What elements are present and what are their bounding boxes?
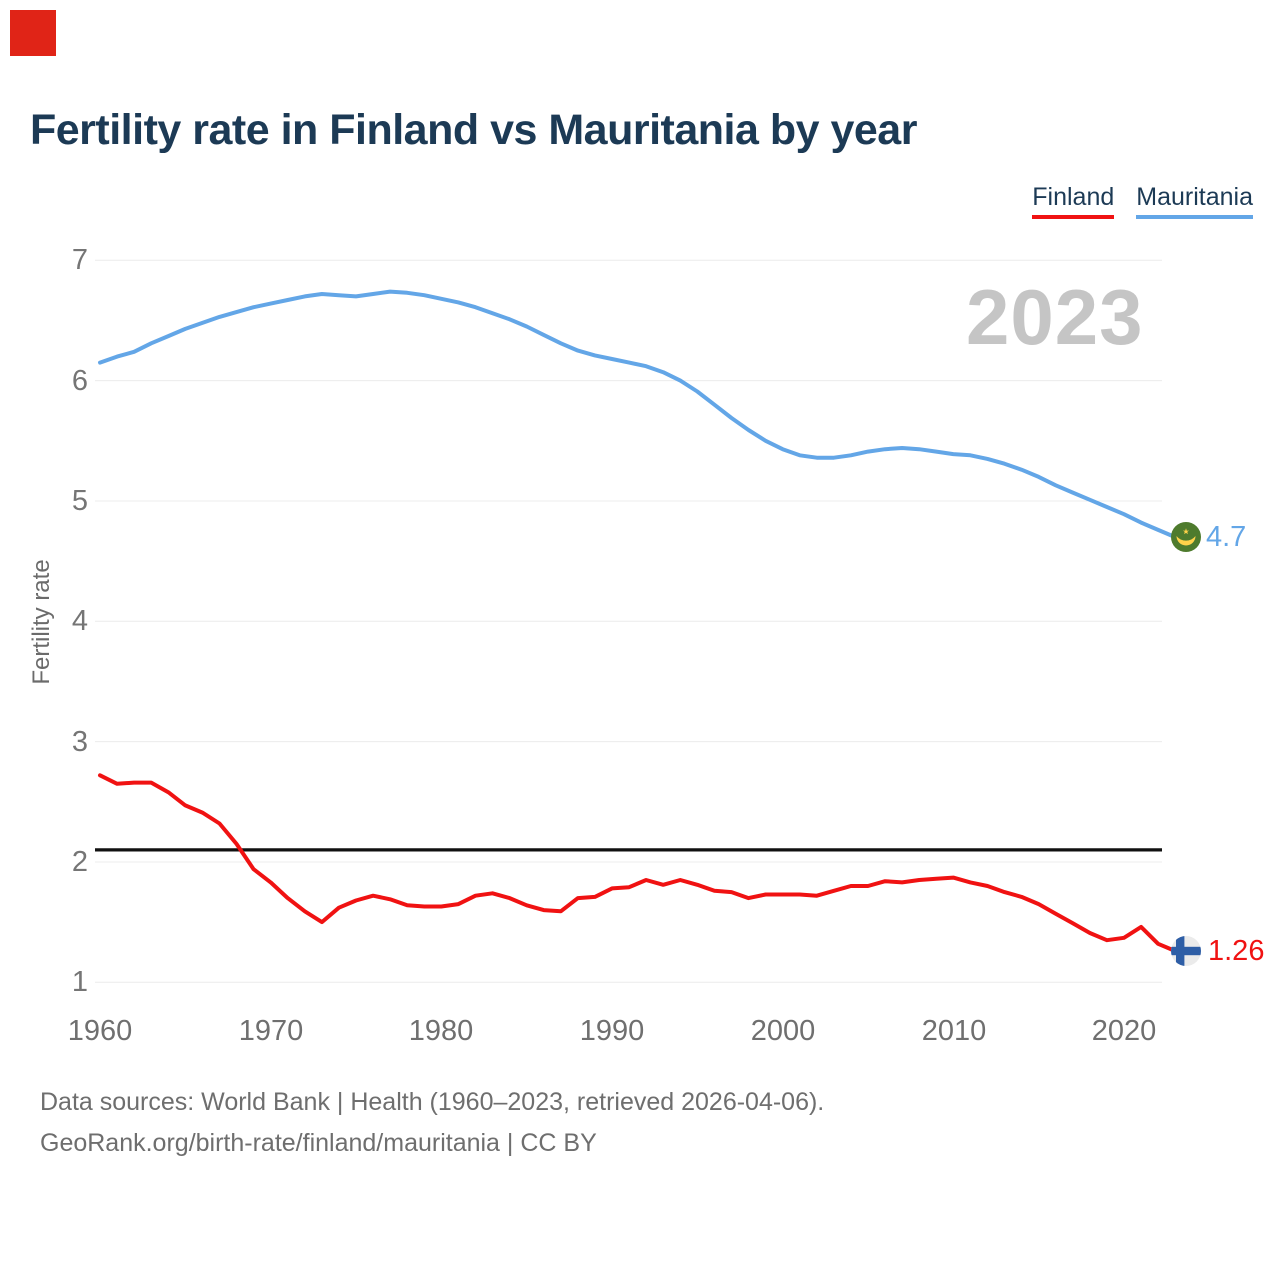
x-tick-1960: 1960 <box>67 1015 133 1047</box>
footer: Data sources: World Bank | Health (1960–… <box>40 1082 824 1164</box>
x-tick-2000: 2000 <box>750 1015 816 1047</box>
finland-line <box>98 773 1178 953</box>
watermark-year: 2023 <box>966 273 1144 361</box>
mauritania-flag-icon <box>1171 522 1201 552</box>
finland-end-label: 1.26 <box>1208 935 1265 967</box>
y-tick-6: 6 <box>71 365 88 397</box>
legend: Finland Mauritania <box>1032 183 1253 219</box>
mauritania-end-label: 4.7 <box>1206 521 1247 553</box>
legend-item-finland[interactable]: Finland <box>1032 183 1115 219</box>
x-tick-2020: 2020 <box>1091 1015 1157 1047</box>
x-tick-1990: 1990 <box>579 1015 645 1047</box>
y-tick-2: 2 <box>71 846 88 878</box>
y-tick-7: 7 <box>71 244 88 276</box>
x-tick-1970: 1970 <box>238 1015 304 1047</box>
x-tick-2010: 2010 <box>921 1015 987 1047</box>
mauritania-line <box>98 289 1178 540</box>
footer-source-line: Data sources: World Bank | Health (1960–… <box>40 1088 825 1116</box>
y-tick-4: 4 <box>71 605 88 637</box>
legend-item-mauritania[interactable]: Mauritania <box>1136 183 1253 219</box>
gridlines <box>95 259 1162 983</box>
page-title: Fertility rate in Finland vs Mauritania … <box>30 106 917 154</box>
x-tick-1980: 1980 <box>408 1015 474 1047</box>
footer-license-line: GeoRank.org/birth-rate/finland/mauritani… <box>40 1129 597 1157</box>
y-tick-3: 3 <box>71 726 88 758</box>
y-tick-5: 5 <box>71 485 88 517</box>
red-marker <box>10 10 56 56</box>
y-tick-1: 1 <box>71 966 88 998</box>
finland-flag-icon <box>1171 936 1201 966</box>
